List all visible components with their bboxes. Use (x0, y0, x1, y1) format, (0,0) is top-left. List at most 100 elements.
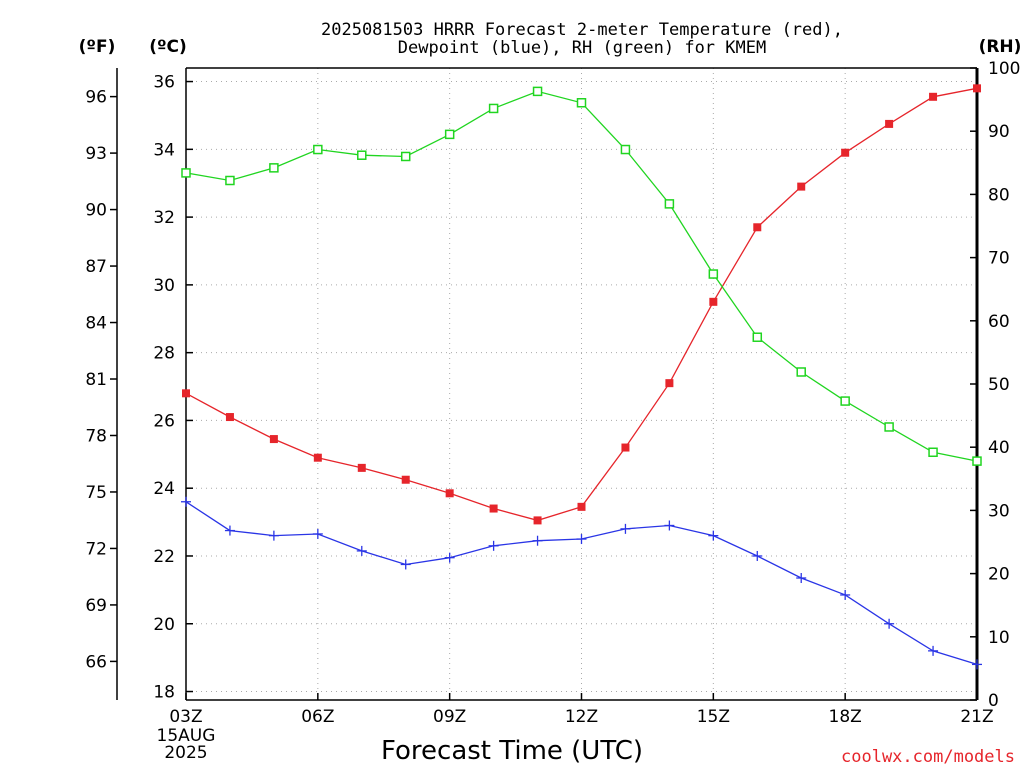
rh-point (840, 396, 850, 406)
series-temperature (182, 84, 981, 525)
temperature-point (533, 516, 542, 525)
dewpoint-point (884, 618, 895, 629)
x-tick-label: 06Z (301, 707, 334, 727)
rh-tick-label: 90 (988, 122, 1010, 142)
rh-tick-label: 80 (988, 185, 1010, 205)
rh-point (357, 150, 367, 160)
celsius-axis-title: (ºC) (149, 37, 187, 57)
temperature-point (313, 453, 322, 462)
rh-point (488, 103, 499, 114)
rh-tick-label: 0 (988, 691, 999, 711)
celsius-tick-label: 34 (153, 140, 175, 160)
rh-point (532, 86, 543, 97)
series-rh (181, 86, 982, 466)
dewpoint-point (752, 550, 763, 561)
celsius-tick-label: 26 (153, 411, 175, 431)
rh-line (185, 90, 978, 462)
chart-title: 2025081503 HRRR Forecast 2-meter Tempera… (321, 20, 843, 58)
rh-point (752, 332, 763, 342)
temperature-point (577, 502, 586, 511)
x-start-date-label: 15AUG (157, 726, 216, 746)
dewpoint-point (840, 589, 851, 600)
x-tick-label: 09Z (433, 707, 466, 727)
rh-point (225, 175, 235, 186)
rh-point (620, 144, 631, 155)
rh-tick-label: 10 (988, 628, 1010, 648)
x-tick-label: 15Z (697, 707, 730, 727)
temperature-point (973, 84, 981, 93)
celsius-tick-label: 22 (153, 547, 175, 567)
rh-tick-label: 50 (988, 375, 1010, 395)
temperature-point (797, 182, 806, 191)
axes: (ºC) (ºF) (RH) 36 34 32 30 28 26 24 22 20 18 96 93 90 87… (79, 37, 1022, 763)
dewpoint-point (181, 496, 191, 507)
dewpoint-point (444, 552, 455, 563)
fahrenheit-tick-label: 84 (85, 314, 107, 334)
rh-point (796, 367, 806, 377)
celsius-tick-label: 28 (153, 344, 175, 364)
celsius-tick-label: 36 (153, 73, 175, 93)
dewpoint-point (268, 530, 279, 541)
fahrenheit-tick-label: 81 (85, 370, 107, 390)
rh-tick-label: 100 (988, 59, 1020, 79)
temperature-point (489, 504, 498, 513)
series-group (181, 84, 982, 670)
temperature-point (445, 489, 454, 498)
temperature-point (665, 379, 674, 388)
chart-title-line: 2025081503 HRRR Forecast 2-meter Tempera… (321, 20, 843, 40)
rh-point (313, 144, 323, 155)
temperature-point (929, 92, 938, 101)
temperature-point (401, 475, 410, 484)
celsius-tick-label: 20 (153, 615, 175, 635)
dewpoint-point (488, 540, 499, 551)
temperature-point (753, 223, 762, 232)
rh-tick-label: 20 (988, 565, 1010, 585)
x-tick-label: 18Z (829, 707, 862, 727)
celsius-tick-label: 24 (153, 479, 175, 499)
rh-point (576, 98, 587, 108)
temperature-point (269, 435, 278, 444)
rh-tick-label: 40 (988, 438, 1010, 458)
credit-link[interactable]: coolwx.com/models (841, 747, 1015, 767)
fahrenheit-tick-label: 66 (85, 652, 107, 672)
rh-point (972, 456, 982, 466)
x-tick-label: 21Z (960, 707, 993, 727)
rh-tick-label: 70 (988, 249, 1010, 269)
dewpoint-point (708, 530, 719, 541)
rh-tick-label: 60 (988, 312, 1010, 332)
temperature-point (841, 148, 850, 157)
rh-point (664, 199, 675, 209)
temperature-point (621, 443, 630, 452)
temperature-point (357, 463, 366, 472)
dewpoint-point (928, 645, 939, 656)
rh-point (181, 168, 191, 178)
fahrenheit-tick-label: 78 (85, 426, 107, 446)
fahrenheit-axis-title: (ºF) (79, 37, 116, 57)
celsius-tick-label: 32 (153, 208, 175, 228)
x-start-date-label: 2025 (164, 743, 207, 763)
dewpoint-point (400, 559, 411, 570)
rh-point (884, 422, 894, 432)
fahrenheit-tick-label: 72 (85, 539, 107, 559)
grid-lines (186, 68, 977, 700)
fahrenheit-tick-label: 87 (85, 257, 107, 277)
fahrenheit-tick-label: 69 (85, 596, 107, 616)
dewpoint-point (664, 520, 675, 531)
temperature-point (885, 119, 894, 128)
dewpoint-point (224, 525, 235, 536)
fahrenheit-tick-label: 90 (85, 201, 107, 221)
rh-point (269, 163, 279, 173)
temperature-point (182, 389, 190, 398)
x-tick-label: 03Z (169, 707, 202, 727)
rh-point (400, 151, 411, 162)
dewpoint-point (972, 659, 982, 670)
temperature-point (225, 413, 234, 422)
fahrenheit-tick-label: 75 (85, 483, 107, 503)
rh-point (708, 269, 719, 279)
temperature-point (709, 297, 718, 306)
celsius-tick-label: 30 (153, 276, 175, 296)
dewpoint-point (356, 545, 367, 556)
x-axis-title: Forecast Time (UTC) (381, 736, 643, 766)
